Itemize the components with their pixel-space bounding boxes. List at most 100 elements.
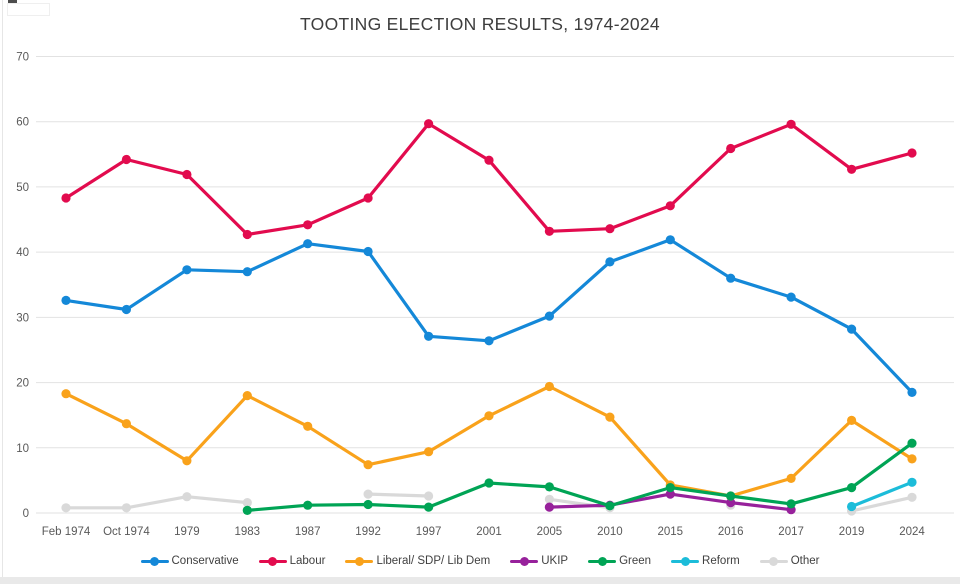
chart-title: TOOTING ELECTION RESULTS, 1974-2024 <box>300 14 660 34</box>
data-point-green <box>907 438 917 448</box>
legend-dot-swatch <box>354 556 364 566</box>
data-point-labour <box>605 224 615 234</box>
data-point-labour <box>665 201 675 211</box>
data-point-labour <box>182 169 192 180</box>
legend-marker-icon <box>140 556 169 566</box>
data-point-liberal-sdp-lib-dem <box>484 411 494 421</box>
window-bottom-band <box>0 577 960 584</box>
data-point-reform <box>907 477 917 487</box>
data-point-liberal-sdp-lib-dem <box>907 454 917 464</box>
data-point-conservative <box>303 239 313 249</box>
data-point-green <box>665 483 675 493</box>
x-tick-label: 1992 <box>355 526 381 538</box>
data-point-conservative <box>847 324 857 334</box>
legend-item-liberal-sdp-lib-dem: Liberal/ SDP/ Lib Dem <box>345 555 490 567</box>
data-point-conservative <box>242 267 252 277</box>
series-line-labour <box>64 122 914 237</box>
data-point-other <box>182 492 192 502</box>
x-tick-label: 2019 <box>839 526 865 538</box>
data-point-liberal-sdp-lib-dem <box>121 419 131 429</box>
legend-marker-icon <box>258 556 287 566</box>
data-point-conservative <box>424 331 434 341</box>
data-point-green <box>786 499 796 509</box>
data-point-green <box>605 501 615 511</box>
data-point-liberal-sdp-lib-dem <box>544 381 555 392</box>
legend-marker-icon <box>510 556 539 566</box>
data-point-green <box>847 483 857 493</box>
window-edge-artifact-box <box>7 3 50 16</box>
data-point-other <box>544 494 555 504</box>
y-tick-label: 20 <box>16 378 29 390</box>
data-point-ukip <box>726 498 736 508</box>
data-point-green <box>242 505 252 515</box>
series-line-reform <box>850 480 914 509</box>
data-point-other <box>242 498 252 508</box>
y-tick-label: 70 <box>16 52 29 64</box>
y-tick-label: 10 <box>16 443 29 455</box>
data-point-reform <box>847 501 857 512</box>
x-tick-label: 2016 <box>718 526 744 538</box>
y-tick-label: 30 <box>16 312 29 324</box>
legend-marker-icon <box>759 556 788 566</box>
data-point-liberal-sdp-lib-dem <box>424 447 434 457</box>
legend-dot-swatch <box>150 556 159 566</box>
data-point-liberal-sdp-lib-dem <box>182 456 192 466</box>
y-tick-label: 60 <box>16 117 29 129</box>
legend-item-green: Green <box>588 555 651 567</box>
data-point-green <box>424 502 434 512</box>
data-point-liberal-sdp-lib-dem <box>786 473 796 483</box>
data-point-labour <box>726 143 736 154</box>
chart-legend: Conservative Labour Liberal/ SDP/ Lib Dem U… <box>0 551 960 571</box>
legend-dot-swatch <box>519 556 529 566</box>
legend-dot-swatch <box>268 556 278 566</box>
window-edge-artifact <box>8 0 17 3</box>
data-point-conservative <box>907 387 917 397</box>
y-tick-label: 50 <box>16 182 29 194</box>
legend-label: UKIP <box>541 555 569 567</box>
legend-marker-icon <box>588 556 617 566</box>
y-tick-label: 0 <box>23 508 29 520</box>
data-point-conservative <box>726 273 736 283</box>
legend-label: Labour <box>289 555 326 567</box>
x-tick-label: 2024 <box>899 526 925 538</box>
data-point-labour <box>786 119 796 129</box>
data-point-liberal-sdp-lib-dem <box>242 391 252 401</box>
data-point-labour <box>363 193 373 203</box>
data-point-liberal-sdp-lib-dem <box>303 421 313 431</box>
data-point-green <box>726 491 736 501</box>
data-point-labour <box>121 154 131 165</box>
data-point-green <box>303 500 313 510</box>
data-point-liberal-sdp-lib-dem <box>847 415 857 425</box>
x-tick-label: 2010 <box>597 526 623 538</box>
legend-dot-swatch <box>597 556 607 566</box>
data-point-conservative <box>665 235 675 245</box>
x-tick-label: 1987 <box>295 526 321 538</box>
window-left-edge <box>2 0 3 584</box>
data-point-labour <box>242 229 252 240</box>
legend-item-labour: Labour <box>258 555 326 567</box>
data-point-labour <box>303 220 313 230</box>
data-point-conservative <box>544 311 555 321</box>
data-point-liberal-sdp-lib-dem <box>363 460 373 470</box>
series-line-conservative <box>64 238 914 394</box>
data-point-other <box>61 503 71 513</box>
line-chart-plot-area: 0 10 20 30 40 50 60 70 Feb 1974 Oct 1974 1979 1983 1… <box>16 52 954 538</box>
y-tick-label: 40 <box>16 247 29 259</box>
x-tick-label: 2017 <box>778 526 804 538</box>
x-tick-label: 2005 <box>537 526 563 538</box>
x-tick-label: Oct 1974 <box>103 526 150 538</box>
legend-item-other: Other <box>759 555 820 567</box>
legend-item-ukip: UKIP <box>510 555 568 567</box>
data-point-green <box>363 499 373 510</box>
legend-item-reform: Reform <box>671 555 740 567</box>
x-tick-label: 2001 <box>476 526 502 538</box>
data-point-liberal-sdp-lib-dem <box>61 389 71 399</box>
data-point-conservative <box>786 292 796 302</box>
x-tick-label: 1997 <box>416 526 442 538</box>
legend-label: Other <box>790 555 820 567</box>
x-tick-label: Feb 1974 <box>42 526 91 538</box>
data-point-conservative <box>182 265 192 275</box>
data-point-conservative <box>61 295 71 305</box>
legend-dot-swatch <box>680 556 690 566</box>
